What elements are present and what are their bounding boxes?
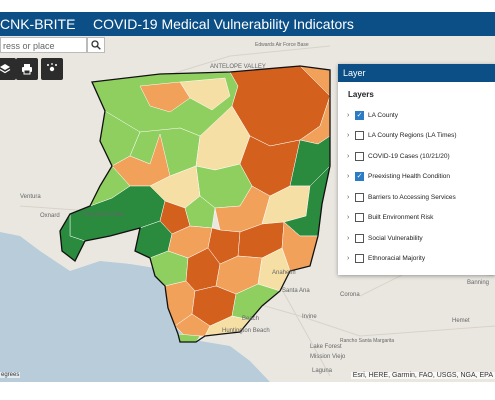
map-label-mission-viejo: Mission Viejo bbox=[310, 354, 346, 360]
layer-item[interactable]: › Ethnoracial Majority bbox=[338, 249, 495, 270]
layer-checkbox[interactable] bbox=[355, 192, 364, 202]
layer-label: Preexisting Health Condition bbox=[368, 173, 451, 181]
locate-button[interactable] bbox=[41, 58, 63, 80]
chevron-right-icon[interactable]: › bbox=[347, 193, 350, 201]
layer-item[interactable]: › ✓ Preexisting Health Condition bbox=[338, 167, 495, 188]
locate-icon bbox=[47, 63, 57, 72]
choropleth-layer[interactable] bbox=[0, 36, 495, 382]
map-attribution: Esri, HERE, Garmin, FAO, USGS, NGA, EPA bbox=[350, 372, 495, 379]
chevron-right-icon[interactable]: › bbox=[347, 234, 350, 242]
layer-label: LA County Regions (LA Times) bbox=[368, 132, 457, 140]
layer-label: COVID-19 Cases (10/21/20) bbox=[368, 152, 450, 160]
layer-panel: Layer Layers › ✓ LA County › LA County Regio… bbox=[338, 64, 495, 275]
county-boundary bbox=[59, 65, 331, 343]
map-label-hemet: Hemet bbox=[452, 318, 470, 324]
layer-checkbox[interactable]: ✓ bbox=[355, 110, 364, 120]
print-icon bbox=[22, 64, 32, 75]
page-title: COVID-19 Medical Vulnerability Indicator… bbox=[93, 16, 354, 32]
layers-button[interactable] bbox=[0, 58, 16, 80]
map-label-rancho: Rancho Santa Margarita bbox=[340, 338, 395, 344]
print-button[interactable] bbox=[16, 58, 38, 80]
layer-label: Built Environment Risk bbox=[368, 214, 434, 222]
map-label-irvine: Irvine bbox=[302, 314, 317, 320]
chevron-right-icon[interactable]: › bbox=[347, 173, 350, 181]
scale-label: egrees bbox=[0, 372, 21, 378]
map-label-laguna: Laguna bbox=[312, 368, 333, 374]
layer-label: Ethnoracial Majority bbox=[368, 255, 426, 263]
map-label-ventura: Ventura bbox=[20, 194, 41, 200]
layer-checkbox[interactable] bbox=[355, 233, 364, 243]
map-label-huntington-beach: Huntington Beach bbox=[222, 328, 270, 334]
app-header: CNK-BRITE COVID-19 Medical Vulnerability… bbox=[0, 12, 495, 36]
map-label-santa-ana: Santa Ana bbox=[282, 288, 310, 294]
chevron-right-icon[interactable]: › bbox=[347, 111, 350, 119]
map-region[interactable] bbox=[149, 250, 189, 287]
map-label-antelope-valley: ANTELOPE VALLEY bbox=[210, 64, 266, 70]
chevron-right-icon[interactable]: › bbox=[347, 152, 350, 160]
layer-item[interactable]: › LA County Regions (LA Times) bbox=[338, 126, 495, 147]
map-label-lake-forest: Lake Forest bbox=[310, 344, 342, 350]
layer-checkbox[interactable] bbox=[355, 131, 364, 141]
app-brand: CNK-BRITE bbox=[0, 16, 76, 32]
layers-icon bbox=[0, 64, 11, 74]
map-label-beach: Beach bbox=[242, 316, 260, 322]
chevron-right-icon[interactable]: › bbox=[347, 255, 350, 263]
map-region[interactable] bbox=[139, 81, 191, 113]
layer-checkbox[interactable] bbox=[355, 151, 364, 161]
layer-item[interactable]: › ✓ LA County bbox=[338, 105, 495, 126]
map-region[interactable] bbox=[184, 195, 216, 229]
search-button[interactable] bbox=[87, 37, 105, 53]
map-region[interactable] bbox=[179, 77, 231, 111]
map-label-anaheim: Anaheim bbox=[272, 270, 296, 276]
map-label-corona: Corona bbox=[340, 292, 360, 298]
map-label-oxnard: Oxnard bbox=[40, 213, 60, 219]
layer-label: LA County bbox=[368, 111, 398, 119]
layer-label: Barriers to Accessing Services bbox=[368, 193, 456, 201]
search-icon bbox=[91, 40, 101, 50]
layer-checkbox[interactable] bbox=[355, 254, 364, 264]
map-label-edwards: Edwards Air Force Base bbox=[255, 42, 309, 48]
map-label-banning: Banning bbox=[467, 280, 490, 286]
layer-checkbox[interactable]: ✓ bbox=[355, 172, 364, 182]
layer-list: › ✓ LA County › LA County Regions (LA Times)… bbox=[338, 105, 495, 269]
search-input[interactable]: ress or place bbox=[0, 37, 87, 53]
layer-item[interactable]: › Social Vulnerability bbox=[338, 228, 495, 249]
layer-label: Social Vulnerability bbox=[368, 234, 423, 242]
layer-checkbox[interactable] bbox=[355, 213, 364, 223]
layer-item[interactable]: › Built Environment Risk bbox=[338, 208, 495, 229]
map-label-thousand-oaks: Thousand Oaks bbox=[82, 212, 125, 218]
layer-item[interactable]: › Barriers to Accessing Services bbox=[338, 187, 495, 208]
chevron-right-icon[interactable]: › bbox=[347, 132, 350, 140]
layer-item[interactable]: › COVID-19 Cases (10/21/20) bbox=[338, 146, 495, 167]
layer-panel-title: Layer bbox=[338, 64, 495, 82]
chevron-right-icon[interactable]: › bbox=[347, 214, 350, 222]
layers-heading: Layers bbox=[348, 90, 374, 99]
